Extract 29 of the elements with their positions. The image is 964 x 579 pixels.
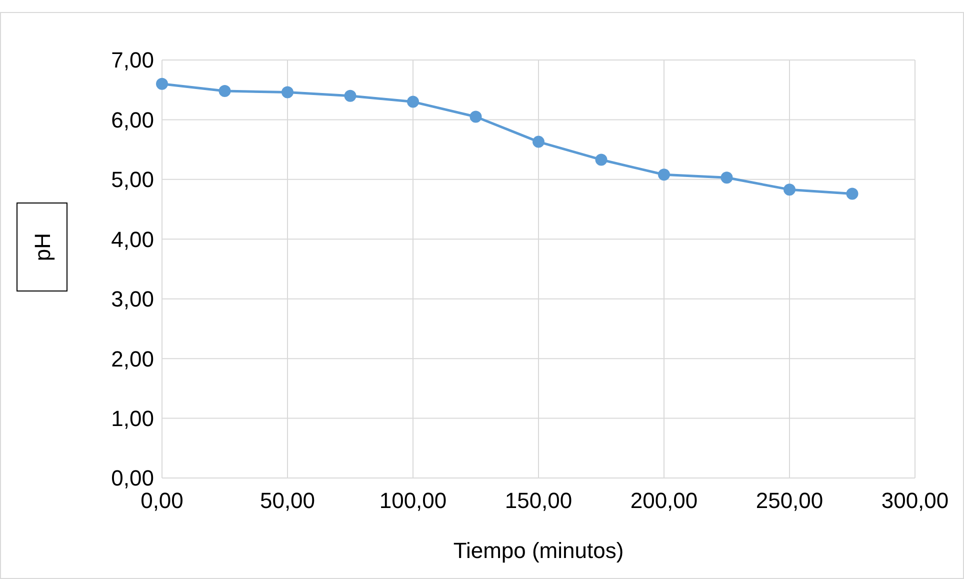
y-tick-label: 3,00 [111, 286, 154, 312]
point [156, 78, 168, 90]
x-tick-label: 150,00 [504, 488, 572, 513]
point [470, 110, 482, 123]
point [720, 172, 733, 184]
y-tick-label: 1,00 [111, 406, 154, 431]
point [595, 154, 608, 166]
x-axis-title: Tiempo (minutos) [453, 538, 624, 563]
y-tick-label: 2,00 [111, 346, 154, 372]
y-tick-label: 5,00 [111, 167, 154, 192]
point [658, 168, 670, 181]
y-tick-label: 0,00 [111, 466, 154, 491]
point [282, 86, 294, 98]
point [846, 188, 858, 200]
point [218, 85, 231, 98]
x-tick-label: 50,00 [260, 488, 316, 513]
y-tick-label: 6,00 [111, 107, 154, 132]
point [784, 184, 796, 196]
point [532, 136, 544, 148]
y-axis-title: pH [30, 232, 55, 262]
x-tick-label: 100,00 [379, 488, 447, 513]
x-tick-label: 300,00 [881, 488, 949, 513]
x-tick-label: 0,00 [140, 488, 184, 513]
x-tick-label: 250,00 [756, 488, 824, 513]
x-tick-label: 200,00 [630, 488, 698, 513]
y-tick-label: 7,00 [111, 48, 154, 73]
point [407, 96, 419, 108]
y-tick-label: 4,00 [111, 226, 154, 252]
point [344, 90, 356, 102]
